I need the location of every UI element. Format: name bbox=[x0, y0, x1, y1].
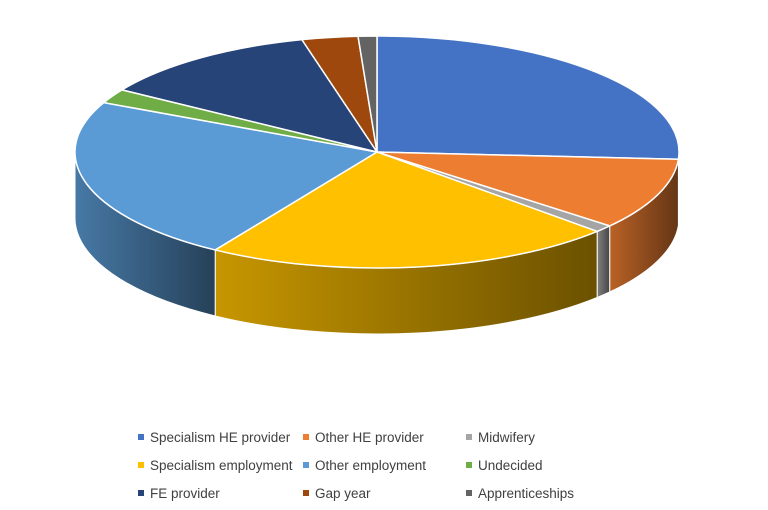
pie-slice-fe-provider bbox=[120, 38, 379, 154]
legend-item-midwifery: Midwifery bbox=[466, 430, 596, 445]
legend-item-apprenticeships: Apprenticeships bbox=[466, 486, 596, 501]
legend-label-apprenticeships: Apprenticeships bbox=[478, 485, 575, 501]
legend-row: Specialism HE provider Other HE provider… bbox=[138, 426, 598, 448]
legend-item-specialism-he-provider: Specialism HE provider bbox=[138, 430, 303, 445]
legend: Specialism HE provider Other HE provider… bbox=[138, 426, 598, 510]
legend-item-fe-provider: FE provider bbox=[138, 486, 303, 501]
legend-swatch-gap-year bbox=[303, 490, 309, 496]
legend-item-specialism-employment: Specialism employment bbox=[138, 458, 303, 473]
legend-swatch-midwifery bbox=[466, 434, 472, 440]
legend-label-other-employment: Other employment bbox=[315, 457, 427, 473]
pie-top bbox=[74, 35, 680, 269]
legend-swatch-apprenticeships bbox=[466, 490, 472, 496]
legend-label-other-he-provider: Other HE provider bbox=[315, 429, 424, 445]
pie-slice-other-employment bbox=[74, 101, 380, 251]
legend-swatch-specialism-employment bbox=[138, 462, 144, 468]
legend-item-other-employment: Other employment bbox=[303, 458, 466, 473]
pie-side-midwifery bbox=[596, 225, 611, 299]
legend-label-specialism-he-provider: Specialism HE provider bbox=[150, 429, 291, 445]
legend-swatch-other-employment bbox=[303, 462, 309, 468]
legend-label-gap-year: Gap year bbox=[315, 485, 371, 501]
legend-label-fe-provider: FE provider bbox=[150, 485, 220, 501]
legend-label-undecided: Undecided bbox=[478, 457, 543, 473]
legend-swatch-undecided bbox=[466, 462, 472, 468]
pie-slice-specialism-he-provider bbox=[376, 35, 680, 161]
legend-label-specialism-employment: Specialism employment bbox=[150, 457, 293, 473]
pie-slice-other-he-provider bbox=[376, 151, 680, 227]
pie-slice-apprenticeships bbox=[357, 35, 378, 153]
legend-item-gap-year: Gap year bbox=[303, 486, 466, 501]
legend-swatch-specialism-he-provider bbox=[138, 434, 144, 440]
pie-chart bbox=[74, 35, 680, 335]
pie-slice-specialism-employment bbox=[213, 151, 600, 269]
legend-item-other-he-provider: Other HE provider bbox=[303, 430, 466, 445]
legend-row: Specialism employment Other employment U… bbox=[138, 454, 598, 476]
legend-swatch-other-he-provider bbox=[303, 434, 309, 440]
legend-item-undecided: Undecided bbox=[466, 458, 596, 473]
legend-label-midwifery: Midwifery bbox=[478, 429, 536, 445]
legend-swatch-fe-provider bbox=[138, 490, 144, 496]
legend-row: FE provider Gap year Apprenticeships bbox=[138, 482, 598, 504]
